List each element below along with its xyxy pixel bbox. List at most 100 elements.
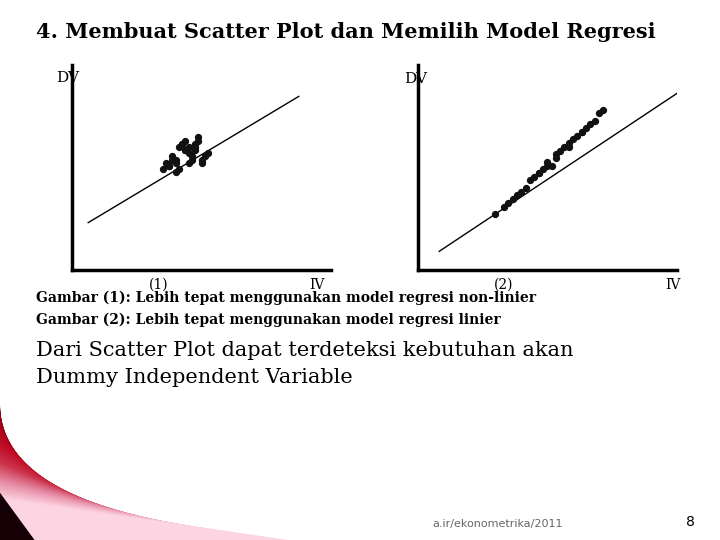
Point (160, 158, 171, 167)
Polygon shape (0, 417, 40, 540)
Polygon shape (0, 454, 151, 540)
Polygon shape (0, 482, 238, 540)
Polygon shape (0, 436, 97, 540)
Polygon shape (0, 470, 202, 540)
Polygon shape (0, 405, 4, 540)
Point (163, 161, 175, 170)
Point (186, 155, 197, 164)
Polygon shape (0, 409, 14, 540)
Polygon shape (0, 462, 176, 540)
Polygon shape (0, 476, 220, 540)
Polygon shape (0, 444, 122, 540)
Polygon shape (0, 477, 223, 540)
Text: IV: IV (665, 278, 681, 292)
Polygon shape (0, 441, 112, 540)
Polygon shape (0, 412, 25, 540)
Text: 4. Membuat Scatter Plot dan Memilih Model Regresi: 4. Membuat Scatter Plot dan Memilih Mode… (36, 22, 656, 42)
Point (511, 191, 523, 200)
Point (516, 187, 527, 196)
Point (192, 136, 204, 145)
Point (580, 124, 592, 132)
Polygon shape (0, 431, 83, 540)
Polygon shape (0, 474, 212, 540)
Polygon shape (0, 451, 144, 540)
Point (533, 168, 544, 177)
Point (176, 139, 188, 148)
Polygon shape (0, 442, 115, 540)
Polygon shape (0, 468, 194, 540)
Point (541, 161, 553, 170)
Polygon shape (0, 435, 94, 540)
Point (567, 135, 579, 144)
Polygon shape (0, 497, 284, 540)
Point (593, 109, 605, 118)
Point (183, 143, 194, 151)
Point (189, 139, 201, 148)
Point (179, 146, 191, 154)
Point (554, 146, 566, 155)
Text: DV: DV (405, 72, 428, 86)
Point (189, 146, 201, 154)
Polygon shape (0, 490, 263, 540)
Polygon shape (0, 425, 65, 540)
Point (524, 176, 536, 185)
Polygon shape (0, 484, 245, 540)
Point (196, 155, 207, 164)
Point (576, 127, 588, 136)
Point (167, 152, 179, 161)
Polygon shape (0, 492, 35, 540)
Polygon shape (0, 457, 162, 540)
Polygon shape (0, 464, 184, 540)
Point (179, 136, 191, 145)
Polygon shape (0, 460, 169, 540)
Point (550, 150, 562, 159)
Point (189, 143, 201, 151)
Polygon shape (0, 453, 148, 540)
Polygon shape (0, 471, 205, 540)
Polygon shape (0, 494, 274, 540)
Point (163, 161, 175, 170)
Polygon shape (0, 492, 270, 540)
Polygon shape (0, 489, 259, 540)
Point (490, 210, 501, 218)
Polygon shape (0, 480, 230, 540)
Polygon shape (0, 416, 36, 540)
Polygon shape (0, 456, 158, 540)
Text: Dari Scatter Plot dapat terdeteksi kebutuhan akan: Dari Scatter Plot dapat terdeteksi kebut… (36, 341, 574, 360)
Polygon shape (0, 475, 216, 540)
Point (186, 152, 197, 161)
Point (541, 158, 553, 166)
Polygon shape (0, 485, 248, 540)
Text: a.ir/ekonometrika/2011: a.ir/ekonometrika/2011 (432, 518, 562, 529)
Polygon shape (0, 420, 50, 540)
Point (585, 120, 596, 129)
Polygon shape (0, 491, 266, 540)
Polygon shape (0, 406, 7, 540)
Polygon shape (0, 418, 43, 540)
Polygon shape (0, 488, 256, 540)
Point (559, 143, 570, 151)
Polygon shape (0, 422, 54, 540)
Point (576, 127, 588, 136)
Point (528, 172, 540, 181)
Point (170, 168, 181, 177)
Polygon shape (0, 495, 277, 540)
Point (537, 165, 549, 173)
Text: (2): (2) (494, 278, 514, 292)
Point (563, 143, 575, 151)
Polygon shape (0, 481, 234, 540)
Polygon shape (0, 407, 11, 540)
Polygon shape (0, 410, 18, 540)
Polygon shape (0, 472, 209, 540)
Text: Gambar (2): Lebih tepat menggunakan model regresi linier: Gambar (2): Lebih tepat menggunakan mode… (36, 313, 500, 327)
Polygon shape (0, 496, 281, 540)
Point (179, 146, 191, 154)
Point (533, 168, 544, 177)
Point (598, 105, 609, 114)
Polygon shape (0, 424, 61, 540)
Point (589, 117, 600, 125)
Text: (1): (1) (148, 278, 168, 292)
Point (170, 155, 181, 164)
Polygon shape (0, 443, 119, 540)
Polygon shape (0, 430, 79, 540)
